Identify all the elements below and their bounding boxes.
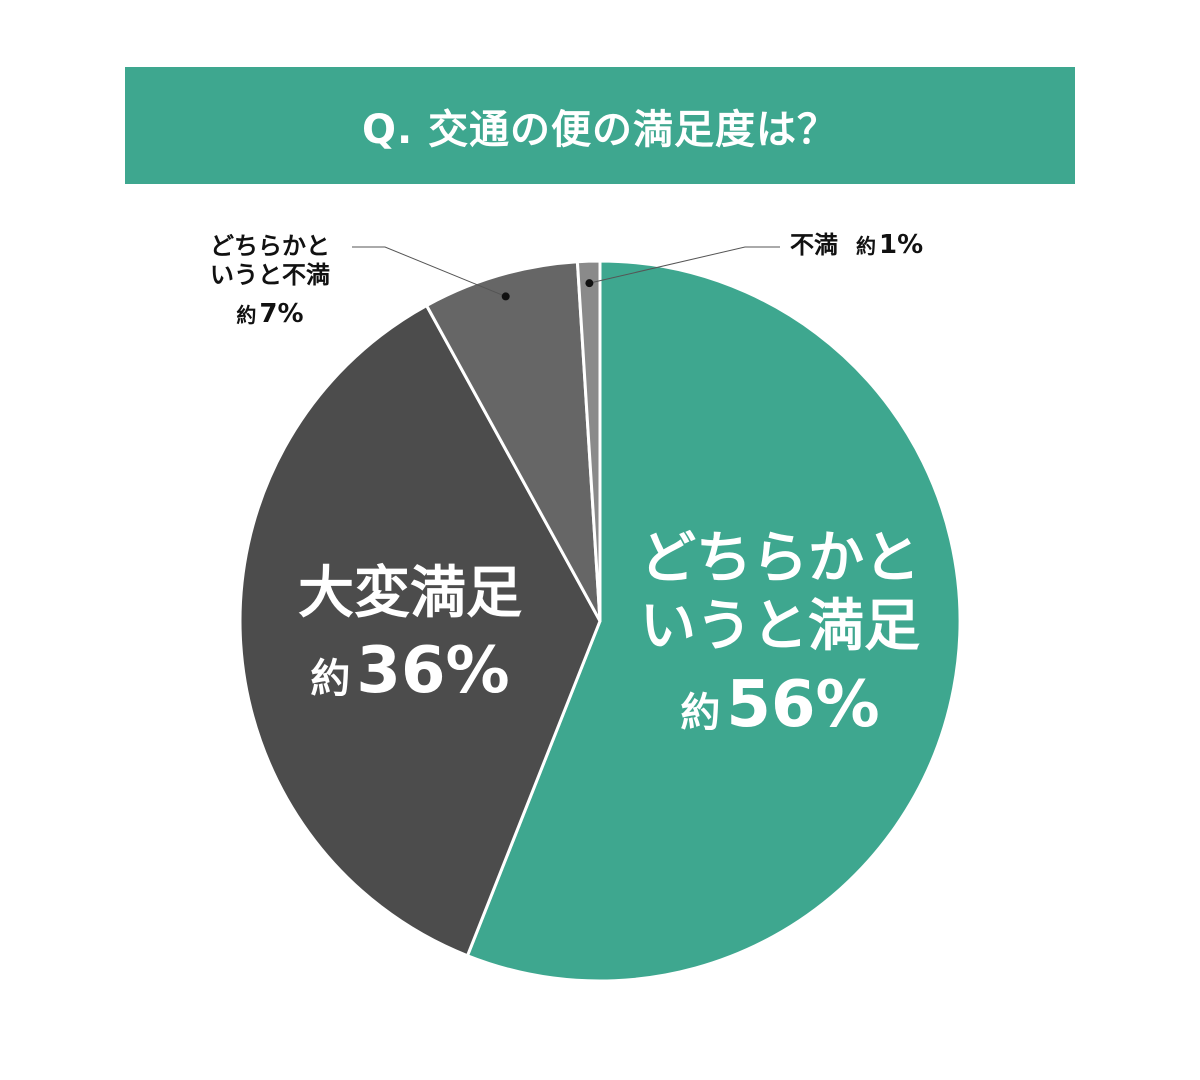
- slice-label-somewhat-satisfied: どちらかと いうと満足 約 56%: [600, 525, 960, 744]
- slice-label-very-satisfied-line1: 大変満足: [298, 561, 522, 626]
- chart-title-bar: Q. 交通の便の満足度は？: [125, 67, 1075, 184]
- dissatisfied-leader-dot: [585, 279, 594, 288]
- somewhat-dissatisfied-leader-line: [352, 246, 506, 297]
- slice-label-somewhat-dissatisfied: どちらかと いうと不満 約 7%: [170, 232, 370, 330]
- slice-label-somewhat-dissatisfied-line1: どちらかと: [210, 232, 330, 260]
- slice-percent-dissatisfied: 1%: [879, 230, 924, 260]
- slice-percent-very-satisfied: 36%: [356, 634, 510, 709]
- dissatisfied-leader-line: [589, 246, 780, 284]
- slice-percent-somewhat-dissatisfied: 7%: [259, 298, 304, 329]
- pie-slice-somewhat-dissatisfied: [425, 260, 602, 623]
- slice-label-very-satisfied: 大変満足 約 36%: [250, 560, 570, 710]
- pie-slice-very-satisfied: [238, 304, 602, 958]
- slice-label-dissatisfied-line1: 不満: [790, 231, 838, 259]
- slice-label-somewhat-satisfied-line2: いうと満足: [640, 594, 920, 660]
- slice-about-very-satisfied: 約: [310, 656, 351, 703]
- slice-about-somewhat-satisfied: 約: [680, 689, 721, 736]
- pie-slice-somewhat-satisfied: [465, 259, 962, 983]
- slice-percent-somewhat-satisfied: 56%: [726, 667, 880, 742]
- slice-label-somewhat-dissatisfied-line2: いうと不満: [210, 261, 330, 290]
- somewhat-dissatisfied-leader-dot: [501, 292, 510, 301]
- slice-about-dissatisfied: 約: [856, 234, 876, 258]
- slice-label-somewhat-satisfied-line1: どちらかと: [640, 526, 920, 591]
- slice-label-dissatisfied: 不満 約 1%: [790, 230, 923, 262]
- chart-title: Q. 交通の便の満足度は？: [361, 106, 839, 153]
- pie-slice-dissatisfied: [575, 259, 602, 623]
- slice-about-somewhat-dissatisfied: 約: [236, 302, 257, 327]
